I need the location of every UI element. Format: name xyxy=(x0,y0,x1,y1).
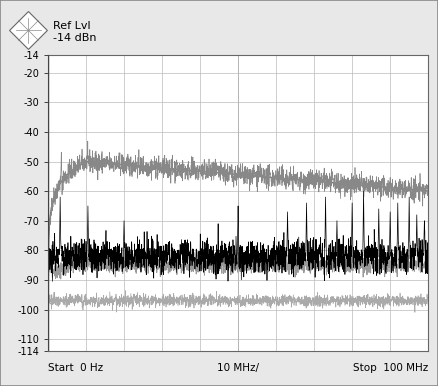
Text: -14 dBn: -14 dBn xyxy=(53,33,96,43)
Text: Start  0 Hz: Start 0 Hz xyxy=(48,362,103,372)
Text: Stop  100 MHz: Stop 100 MHz xyxy=(353,362,428,372)
Text: Ref Lvl: Ref Lvl xyxy=(53,21,90,31)
Text: 10 MHz/: 10 MHz/ xyxy=(217,362,259,372)
Polygon shape xyxy=(10,12,47,49)
